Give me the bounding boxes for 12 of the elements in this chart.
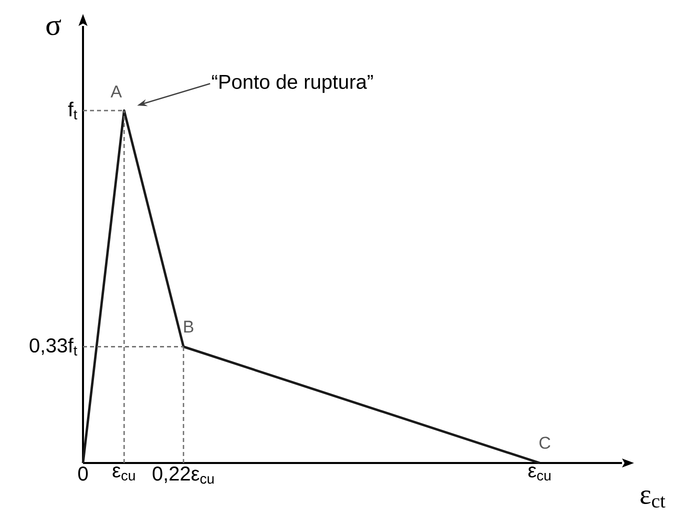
x-tick-label: ε$_{cu}$ [112,466,135,481]
annotation: C [540,436,550,449]
y-axis-title: σ [46,20,62,36]
ref-line-label: 0,33f$_{t}$ [30,338,78,356]
ref-line-label: f$_{t}$ [68,102,78,120]
text: “Ponto de ruptura” [212,74,373,93]
x-tick-label: 0 [78,466,88,481]
x-tick-label: ε$_{cu}$ [528,466,550,481]
annotation: B [184,320,194,332]
x-axis-title: ε$_{ct}$ [640,490,666,508]
annotation: A [110,86,122,98]
x-tick-label: 0,22ε$_{cu}$ [152,466,214,484]
